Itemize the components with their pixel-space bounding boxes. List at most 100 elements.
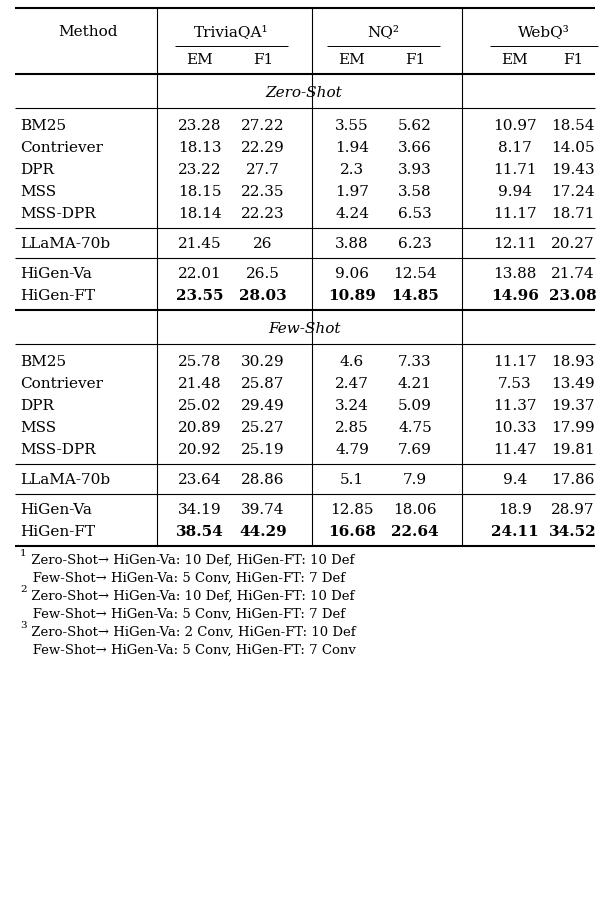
Text: 4.21: 4.21	[398, 377, 432, 391]
Text: 12.54: 12.54	[393, 267, 437, 281]
Text: 22.01: 22.01	[178, 267, 222, 281]
Text: 7.33: 7.33	[398, 355, 432, 369]
Text: 11.17: 11.17	[493, 355, 537, 369]
Text: 5.09: 5.09	[398, 399, 432, 413]
Text: 22.23: 22.23	[241, 207, 285, 221]
Text: 10.89: 10.89	[328, 289, 376, 303]
Text: 19.37: 19.37	[551, 399, 595, 413]
Text: 17.99: 17.99	[551, 421, 595, 435]
Text: EM: EM	[339, 53, 365, 67]
Text: HiGen-Va: HiGen-Va	[20, 267, 92, 281]
Text: Zero-Shot→ HiGen-Va: 10 Def, HiGen-FT: 10 Def: Zero-Shot→ HiGen-Va: 10 Def, HiGen-FT: 1…	[27, 590, 354, 602]
Text: 20.89: 20.89	[178, 421, 222, 435]
Text: 11.47: 11.47	[493, 443, 537, 457]
Text: 7.69: 7.69	[398, 443, 432, 457]
Text: 11.17: 11.17	[493, 207, 537, 221]
Text: LLaMA-70b: LLaMA-70b	[20, 237, 110, 251]
Text: Few-Shot: Few-Shot	[268, 322, 340, 336]
Text: 23.22: 23.22	[178, 163, 222, 177]
Text: 9.4: 9.4	[503, 473, 527, 487]
Text: 3.24: 3.24	[335, 399, 369, 413]
Text: 29.49: 29.49	[241, 399, 285, 413]
Text: F1: F1	[405, 53, 425, 67]
Text: HiGen-Va: HiGen-Va	[20, 503, 92, 517]
Text: 38.54: 38.54	[176, 525, 224, 539]
Text: 6.53: 6.53	[398, 207, 432, 221]
Text: 23.55: 23.55	[176, 289, 224, 303]
Text: Few-Shot→ HiGen-Va: 5 Conv, HiGen-FT: 7 Conv: Few-Shot→ HiGen-Va: 5 Conv, HiGen-FT: 7 …	[20, 643, 356, 656]
Text: 21.48: 21.48	[178, 377, 222, 391]
Text: 28.97: 28.97	[551, 503, 595, 517]
Text: WebQ³: WebQ³	[518, 25, 570, 39]
Text: 18.13: 18.13	[178, 141, 222, 155]
Text: 8.17: 8.17	[498, 141, 532, 155]
Text: 23.08: 23.08	[549, 289, 597, 303]
Text: 22.35: 22.35	[241, 185, 285, 199]
Text: 26.5: 26.5	[246, 267, 280, 281]
Text: NQ²: NQ²	[367, 25, 399, 39]
Text: 18.71: 18.71	[551, 207, 595, 221]
Text: 23.28: 23.28	[178, 119, 222, 133]
Text: 2.3: 2.3	[340, 163, 364, 177]
Text: 25.19: 25.19	[241, 443, 285, 457]
Text: Few-Shot→ HiGen-Va: 5 Conv, HiGen-FT: 7 Def: Few-Shot→ HiGen-Va: 5 Conv, HiGen-FT: 7 …	[20, 571, 345, 584]
Text: 27.22: 27.22	[241, 119, 285, 133]
Text: 18.9: 18.9	[498, 503, 532, 517]
Text: 1.94: 1.94	[335, 141, 369, 155]
Text: 3.88: 3.88	[335, 237, 369, 251]
Text: 9.06: 9.06	[335, 267, 369, 281]
Text: 30.29: 30.29	[241, 355, 285, 369]
Text: 12.85: 12.85	[330, 503, 374, 517]
Text: MSS: MSS	[20, 185, 56, 199]
Text: 1.97: 1.97	[335, 185, 369, 199]
Text: 10.97: 10.97	[493, 119, 537, 133]
Text: 44.29: 44.29	[239, 525, 287, 539]
Text: 21.45: 21.45	[178, 237, 222, 251]
Text: 7.53: 7.53	[498, 377, 532, 391]
Text: LLaMA-70b: LLaMA-70b	[20, 473, 110, 487]
Text: DPR: DPR	[20, 399, 54, 413]
Text: 23.64: 23.64	[178, 473, 222, 487]
Text: BM25: BM25	[20, 119, 66, 133]
Text: 18.15: 18.15	[178, 185, 222, 199]
Text: 18.06: 18.06	[393, 503, 437, 517]
Text: 24.11: 24.11	[491, 525, 539, 539]
Text: 5.62: 5.62	[398, 119, 432, 133]
Text: 13.49: 13.49	[551, 377, 595, 391]
Text: 28.86: 28.86	[241, 473, 285, 487]
Text: F1: F1	[253, 53, 273, 67]
Text: 2: 2	[20, 585, 27, 594]
Text: 11.37: 11.37	[493, 399, 537, 413]
Text: 39.74: 39.74	[241, 503, 285, 517]
Text: 20.92: 20.92	[178, 443, 222, 457]
Text: 25.27: 25.27	[241, 421, 285, 435]
Text: BM25: BM25	[20, 355, 66, 369]
Text: 3.58: 3.58	[398, 185, 432, 199]
Text: 26: 26	[254, 237, 273, 251]
Text: 25.87: 25.87	[241, 377, 285, 391]
Text: Method: Method	[58, 25, 118, 39]
Text: 2.85: 2.85	[335, 421, 369, 435]
Text: EM: EM	[187, 53, 213, 67]
Text: TriviaQA¹: TriviaQA¹	[194, 25, 269, 39]
Text: 7.9: 7.9	[403, 473, 427, 487]
Text: EM: EM	[502, 53, 528, 67]
Text: 5.1: 5.1	[340, 473, 364, 487]
Text: 6.23: 6.23	[398, 237, 432, 251]
Text: 34.19: 34.19	[178, 503, 222, 517]
Text: F1: F1	[563, 53, 583, 67]
Text: 3.93: 3.93	[398, 163, 432, 177]
Text: 17.24: 17.24	[551, 185, 595, 199]
Text: 21.74: 21.74	[551, 267, 595, 281]
Text: 17.86: 17.86	[551, 473, 595, 487]
Text: 11.71: 11.71	[493, 163, 537, 177]
Text: 14.05: 14.05	[551, 141, 595, 155]
Text: 4.24: 4.24	[335, 207, 369, 221]
Text: 3: 3	[20, 621, 27, 630]
Text: Few-Shot→ HiGen-Va: 5 Conv, HiGen-FT: 7 Def: Few-Shot→ HiGen-Va: 5 Conv, HiGen-FT: 7 …	[20, 608, 345, 621]
Text: 3.66: 3.66	[398, 141, 432, 155]
Text: 19.43: 19.43	[551, 163, 595, 177]
Text: 2.47: 2.47	[335, 377, 369, 391]
Text: 18.93: 18.93	[551, 355, 595, 369]
Text: 16.68: 16.68	[328, 525, 376, 539]
